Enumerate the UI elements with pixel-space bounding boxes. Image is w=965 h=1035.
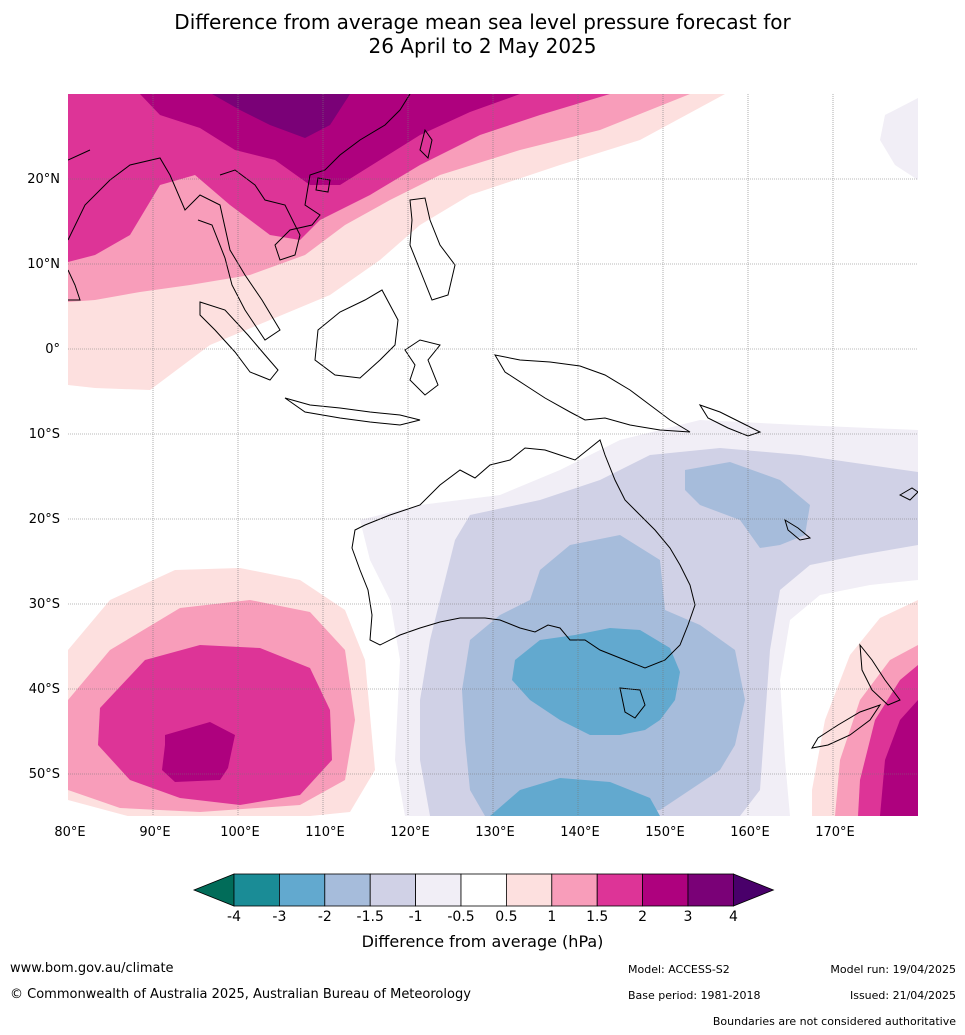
lon-label: 150°E — [645, 825, 685, 840]
colorbar: -4 -3 -2 -1.5 -1 -0.5 0.5 1 1.5 2 3 4 — [192, 873, 775, 925]
coast-new-zealand-north — [859, 643, 901, 706]
model-name: Model: ACCESS-S2 — [628, 963, 730, 976]
lat-label: 10°S — [29, 427, 60, 442]
anomaly-tasman-2 — [880, 700, 918, 816]
colorbar-tick-label: 1 — [547, 909, 556, 925]
coast-new-guinea — [494, 354, 691, 433]
anomaly-aus-minus1p5 — [685, 462, 810, 548]
colorbar-segment — [460, 873, 507, 907]
colorbar-tick-label: 0.5 — [495, 909, 517, 925]
anomaly-indian-2 — [162, 722, 235, 782]
lon-label: 140°E — [560, 825, 600, 840]
lat-label: 10°N — [27, 257, 60, 272]
anomaly-aus-minus2 — [512, 628, 680, 735]
boundaries-disclaimer: Boundaries are not considered authoritat… — [712, 1015, 956, 1028]
website-link[interactable]: www.bom.gov.au/climate — [10, 961, 174, 976]
graticule — [68, 94, 918, 816]
anomaly-ne-minus0p5 — [880, 98, 918, 180]
colorbar-tick-label: -2 — [318, 909, 332, 925]
lat-label: 0° — [45, 342, 60, 357]
colorbar-segment — [233, 873, 280, 907]
colorbar-segment — [324, 873, 371, 907]
lon-label: 130°E — [475, 825, 515, 840]
colorbar-segment — [278, 873, 326, 907]
coast-sulawesi — [404, 339, 441, 396]
colorbar-over-arrow — [733, 873, 775, 907]
lon-label: 170°E — [815, 825, 855, 840]
colorbar-segment — [687, 873, 734, 907]
colorbar-tick-label: -4 — [227, 909, 241, 925]
colorbar-segment — [642, 873, 689, 907]
colorbar-tick-label: -1 — [409, 909, 423, 925]
anomaly-aus-minus2-south — [490, 778, 660, 816]
lon-label: 80°E — [54, 825, 85, 840]
lon-label: 90°E — [139, 825, 170, 840]
colorbar-segment — [596, 873, 644, 907]
coast-new-caledonia — [784, 518, 812, 541]
colorbar-tick-label: -0.5 — [447, 909, 474, 925]
issued-date: Issued: 21/04/2025 — [849, 989, 956, 1002]
coast-new-zealand-south — [810, 704, 882, 749]
title-line-1: Difference from average mean sea level p… — [174, 10, 791, 34]
base-period: Base period: 1981-2018 — [628, 989, 761, 1002]
latitude-labels: 20°N 10°N 0° 10°S 20°S 30°S 40°S 50°S — [27, 172, 60, 782]
lat-label: 20°S — [29, 512, 60, 527]
colorbar-under-arrow — [192, 873, 235, 907]
colorbar-title: Difference from average (hPa) — [361, 932, 604, 951]
coast-asia-mainland — [68, 94, 411, 341]
anomaly-north-3 — [212, 94, 350, 138]
colorbar-segment — [551, 873, 598, 907]
coast-tasmania — [619, 687, 646, 719]
lat-label: 50°S — [29, 767, 60, 782]
coastlines — [68, 94, 918, 749]
lon-label: 110°E — [305, 825, 345, 840]
lon-label: 100°E — [220, 825, 260, 840]
coast-australia — [351, 439, 696, 669]
colorbar-tick-label: 1.5 — [586, 909, 608, 925]
model-run-date: Model run: 19/04/2025 — [830, 963, 956, 976]
colorbar-tick-label: 3 — [684, 909, 693, 925]
coast-fiji — [898, 487, 918, 501]
colorbar-tick-label: -1.5 — [357, 909, 384, 925]
colorbar-tick-label: 4 — [729, 909, 738, 925]
lat-label: 30°S — [29, 597, 60, 612]
copyright-text: © Commonwealth of Australia 2025, Austra… — [10, 987, 471, 1002]
colorbar-tick-label: 2 — [638, 909, 647, 925]
coast-sumatra — [199, 301, 279, 381]
lat-label: 20°N — [27, 172, 60, 187]
anomaly-north-2 — [140, 94, 520, 185]
colorbar-segment — [415, 873, 462, 907]
colorbar-tick-label: -3 — [272, 909, 286, 925]
lat-label: 40°S — [29, 682, 60, 697]
coast-taiwan — [419, 128, 433, 159]
coast-java — [284, 397, 421, 426]
coast-india-sri-lanka — [68, 149, 91, 301]
title-line-2: 26 April to 2 May 2025 — [368, 34, 597, 58]
coast-philippines — [409, 197, 456, 301]
lon-label: 160°E — [730, 825, 770, 840]
colorbar-segment — [369, 873, 417, 907]
longitude-labels: 80°E 90°E 100°E 110°E 120°E 130°E 140°E … — [54, 825, 854, 840]
coast-borneo — [314, 289, 399, 379]
colorbar-segment — [505, 873, 553, 907]
coast-hainan — [315, 177, 331, 193]
lon-label: 120°E — [390, 825, 430, 840]
map-title: Difference from average mean sea level p… — [0, 10, 965, 58]
